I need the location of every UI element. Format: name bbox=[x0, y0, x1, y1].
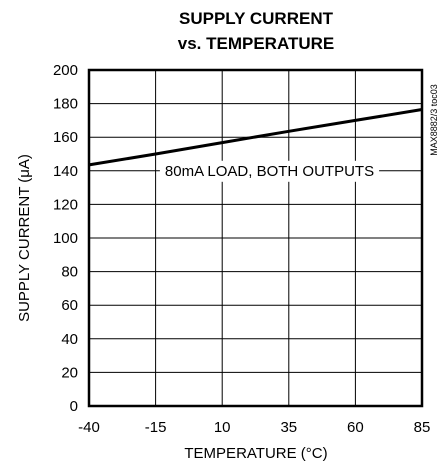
grid bbox=[89, 70, 422, 406]
x-tick-label: 85 bbox=[414, 419, 431, 436]
y-tick-label: 40 bbox=[61, 331, 78, 348]
x-tick-label: -15 bbox=[145, 419, 167, 436]
figure-id-label: MAX8882/3 toc03 bbox=[429, 84, 439, 156]
y-tick-label: 160 bbox=[53, 129, 78, 146]
x-tick-labels: -40 -15 10 35 60 85 bbox=[78, 419, 430, 436]
x-tick-label: -40 bbox=[78, 419, 100, 436]
y-tick-label: 0 bbox=[70, 398, 78, 415]
y-tick-label: 20 bbox=[61, 364, 78, 381]
plot-frame bbox=[87, 68, 424, 408]
x-tick-label: 35 bbox=[280, 419, 297, 436]
annotation-background bbox=[159, 160, 380, 182]
x-tick-label: 60 bbox=[347, 419, 364, 436]
y-tick-label: 200 bbox=[53, 62, 78, 79]
y-tick-label: 120 bbox=[53, 196, 78, 213]
y-tick-label: 180 bbox=[53, 96, 78, 113]
y-tick-label: 80 bbox=[61, 264, 78, 281]
x-axis-label: TEMPERATURE (°C) bbox=[184, 445, 327, 462]
y-tick-label: 100 bbox=[53, 230, 78, 247]
y-tick-label: 140 bbox=[53, 163, 78, 180]
y-tick-labels: 0 20 40 60 80 100 120 140 160 180 200 bbox=[53, 62, 78, 415]
series-line bbox=[88, 108, 423, 167]
chart-title-line-1: SUPPLY CURRENT bbox=[179, 9, 334, 28]
chart-title-line-2: vs. TEMPERATURE bbox=[178, 34, 335, 53]
y-axis-label: SUPPLY CURRENT (μA) bbox=[16, 154, 33, 322]
annotation-label: 80mA LOAD, BOTH OUTPUTS bbox=[165, 163, 374, 180]
y-tick-label: 60 bbox=[61, 297, 78, 314]
x-tick-label: 10 bbox=[214, 419, 231, 436]
